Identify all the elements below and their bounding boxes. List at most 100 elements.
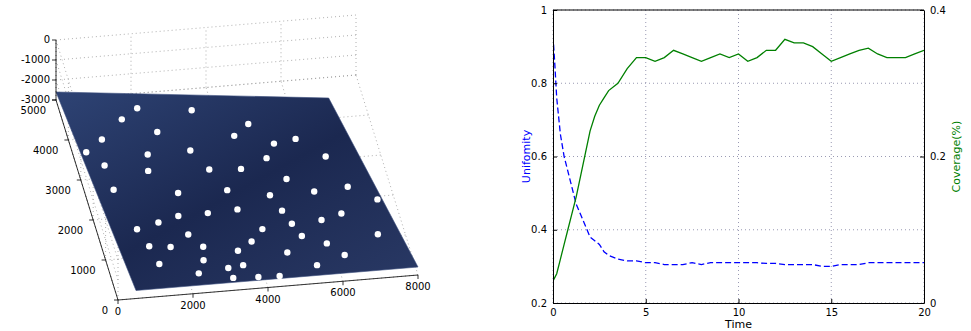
point (99, 136, 105, 142)
point (235, 248, 241, 254)
z-axis-line (56, 40, 57, 100)
tick-label: 0 (102, 305, 108, 316)
point (248, 238, 254, 244)
point (101, 162, 107, 168)
lines (553, 36, 924, 281)
point (167, 244, 173, 250)
point (175, 190, 181, 196)
point (119, 116, 125, 122)
grid-line (56, 40, 57, 100)
x-axis: 05101520 (550, 299, 931, 318)
tick-label: 0.2 (930, 151, 946, 162)
points (83, 105, 381, 281)
tick-mark (52, 60, 56, 61)
y-axis: 0.20.40.60.81 (531, 5, 557, 309)
tick-label: 0.4 (930, 5, 946, 16)
tick-label: 0.8 (531, 78, 547, 89)
tick-label: 0.2 (531, 298, 547, 309)
point (267, 192, 273, 198)
tick-mark (89, 220, 93, 221)
grid-line (553, 229, 924, 230)
point (134, 105, 140, 111)
point (230, 275, 236, 281)
grid-line (56, 40, 57, 100)
point (156, 261, 162, 267)
y2-axis: 0 0.2 0.4 (920, 5, 946, 309)
point (146, 243, 152, 249)
tick-label: 0 (44, 34, 50, 45)
tick: 0.6 (531, 151, 557, 162)
tick-label: -2000 (21, 74, 50, 85)
tick-mark (193, 294, 194, 298)
tick-mark (52, 40, 56, 41)
point (375, 231, 381, 237)
tick-mark (553, 303, 557, 304)
point (187, 147, 193, 153)
point (110, 187, 116, 193)
tick-mark (343, 281, 344, 285)
tick-label: -3000 (21, 94, 50, 105)
tick-label: 0 (930, 298, 936, 309)
point (188, 107, 194, 113)
point (200, 257, 206, 263)
point (231, 133, 237, 139)
tick-label: 2000 (58, 225, 83, 236)
point (271, 140, 277, 146)
point (155, 219, 161, 225)
grid-line (56, 35, 356, 60)
point (238, 166, 244, 172)
tick: 5 (643, 299, 649, 318)
tick: 0 (920, 298, 936, 309)
point (314, 262, 320, 268)
point (196, 270, 202, 276)
surface-plot: 02000400060008000010002000300040005000-3… (21, 15, 431, 317)
tick-labels: 02000400060008000010002000300040005000-3… (21, 34, 431, 317)
tick-label: 1000 (70, 265, 95, 276)
tick-mark (64, 140, 68, 141)
tick-label: 5000 (21, 105, 46, 116)
point (145, 168, 151, 174)
point (374, 196, 380, 202)
grid-line (281, 21, 282, 81)
point (225, 265, 231, 271)
tick-label: 6000 (330, 287, 355, 298)
point (206, 166, 212, 172)
point (345, 183, 351, 189)
point (145, 151, 151, 157)
series-line (553, 39, 924, 281)
point (200, 244, 206, 250)
figure: 02000400060008000010002000300040005000-3… (0, 0, 971, 331)
grid-line (131, 34, 132, 94)
point (289, 221, 295, 227)
tick: 10 (733, 299, 746, 318)
point (276, 273, 282, 279)
grid-line (553, 156, 924, 157)
tick-mark (646, 299, 647, 303)
tick-mark (418, 275, 419, 279)
tick-label: 5 (643, 307, 649, 318)
plot-frame-top (553, 10, 924, 11)
point (322, 153, 328, 159)
grid-line (56, 15, 356, 40)
point (318, 217, 324, 223)
tick: 0.8 (531, 78, 557, 89)
point (259, 226, 265, 232)
tick-label: 0.4 (531, 224, 547, 235)
tick-label: 0 (550, 307, 556, 318)
x-axis-title: Time (724, 318, 752, 331)
tick-mark (831, 299, 832, 303)
point (154, 129, 160, 135)
point (284, 249, 290, 255)
tick-mark (77, 180, 81, 181)
point (341, 252, 347, 258)
point (234, 206, 240, 212)
tick-label: 3000 (45, 185, 70, 196)
grid-line (553, 83, 924, 84)
point (338, 210, 344, 216)
tick-label: 0.6 (531, 151, 547, 162)
grid-line (206, 28, 207, 88)
grid-line (118, 240, 119, 300)
point (245, 121, 251, 127)
tick-label: 20 (918, 307, 931, 318)
chart-svg: 02000400060008000010002000300040005000-3… (0, 0, 971, 331)
